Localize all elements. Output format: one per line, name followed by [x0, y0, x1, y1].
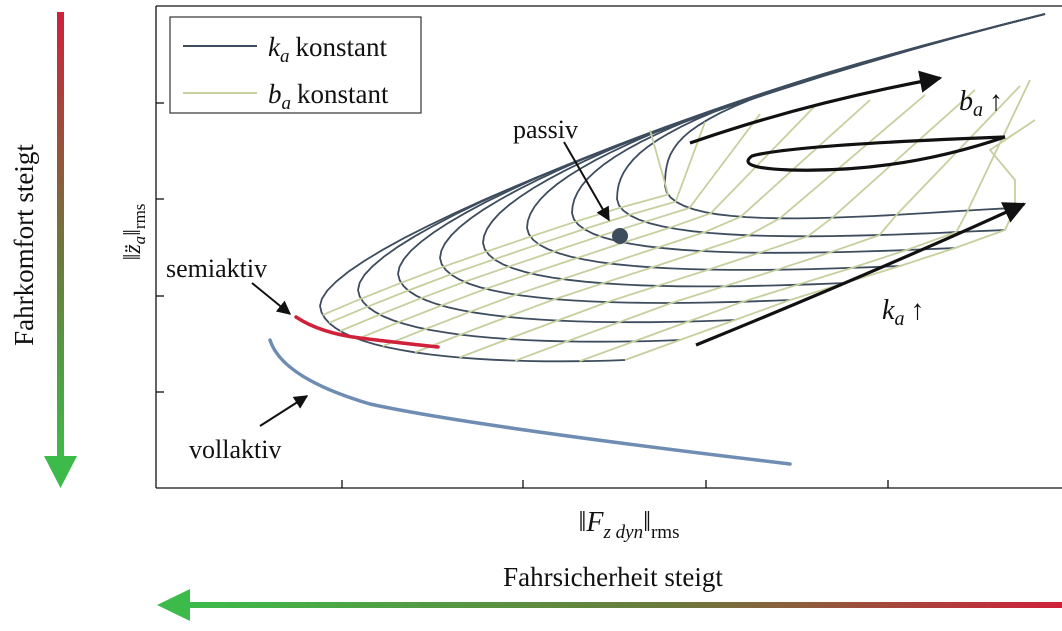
side-label-comfort: Fahrkomfort steigt — [9, 144, 39, 346]
b-const-curve-0 — [322, 129, 670, 316]
k-const-curve-0 — [319, 13, 1046, 363]
annotation-semiaktiv: semiaktiv — [166, 254, 292, 315]
svg-text:‖z̈a‖rms: ‖z̈a‖rms — [120, 204, 149, 261]
semiaktiv-curve — [294, 315, 440, 349]
b-const-curve-6 — [459, 89, 976, 359]
y-axis-label-sub: a — [130, 236, 149, 245]
passiv-point — [612, 228, 628, 244]
b-up-sub: a — [973, 99, 983, 121]
legend: ka konstant ba konstant — [169, 16, 422, 114]
annotation-vollaktiv: vollaktiv — [189, 395, 309, 464]
b-up-base: b — [959, 86, 973, 117]
b-const-curve-4 — [382, 99, 871, 348]
b-const-envelope — [624, 119, 1036, 361]
b-const-curve-7 — [514, 85, 1021, 362]
b-const-curve-1 — [328, 121, 706, 324]
vollaktiv-curve — [268, 338, 792, 466]
b-const-curve-8 — [579, 79, 1031, 363]
ticks — [156, 102, 889, 488]
safety-arrow — [157, 589, 1062, 621]
label-vollaktiv: vollaktiv — [189, 435, 281, 464]
b-const-curve-2 — [339, 113, 761, 332]
k-const-curve-8 — [664, 13, 1046, 220]
legend-entry-b: ba konstant — [268, 79, 389, 114]
b-const-curve-5 — [414, 94, 926, 354]
y-axis-label: ‖z̈a‖rms — [120, 204, 149, 261]
b-up-arrow: ↑ — [989, 86, 1003, 117]
annotation-k-up: ka ↑ — [695, 202, 1027, 347]
y-axis-label-norm: rms — [130, 204, 149, 230]
svg-text:‖Fz dyn‖rms: ‖Fz dyn‖rms — [579, 507, 680, 543]
svg-text:ba↑: ba ↑ — [959, 86, 1003, 121]
axes — [155, 5, 1062, 489]
annotation-b-up: ba ↑ — [689, 70, 1006, 172]
label-passiv: passiv — [513, 115, 578, 144]
annotation-passiv: passiv — [513, 115, 628, 244]
legend-entry-k: ka konstant — [268, 32, 387, 67]
k-up-base: k — [882, 295, 895, 326]
k-const-curve-7 — [616, 13, 1046, 238]
side-label-safety: Fahrsicherheit steigt — [503, 562, 723, 592]
b-const-curve-3 — [357, 105, 816, 340]
x-axis-label: ‖Fz dyn‖rms — [579, 507, 680, 543]
x-axis-label-sub: z dyn — [603, 522, 644, 543]
k-up-sub: a — [894, 308, 904, 330]
curve-family — [268, 13, 1046, 466]
k-up-arrow: ↑ — [910, 295, 924, 326]
x-axis-label-norm: rms — [651, 522, 680, 543]
x-axis-label-base: F — [585, 507, 604, 538]
k-const-curve-2 — [397, 13, 1046, 324]
label-semiaktiv: semiaktiv — [166, 254, 267, 283]
y-axis-label-base: z̈ — [120, 244, 146, 255]
comfort-arrow — [44, 12, 77, 488]
svg-text:ka↑: ka ↑ — [882, 295, 924, 330]
